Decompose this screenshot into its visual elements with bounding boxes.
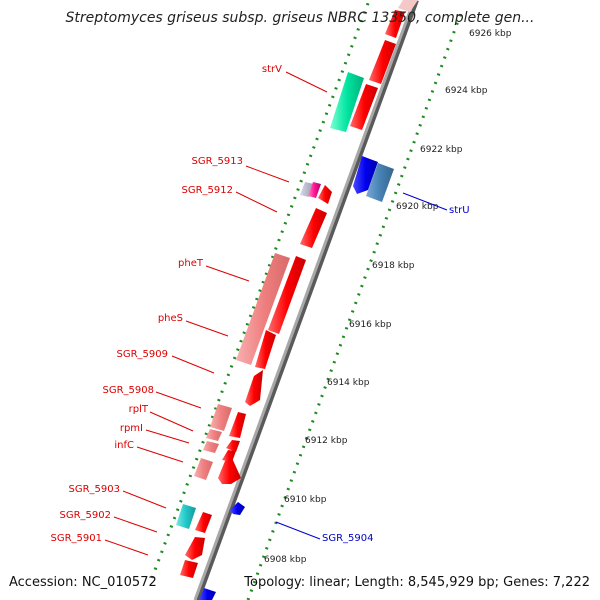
tick-label: 6924 kbp [445, 86, 488, 96]
gene-arrow-cyan[interactable] [176, 504, 196, 529]
tick-label: 6914 kbp [327, 378, 370, 388]
gene-arrows-pink [194, 253, 290, 480]
gene-label[interactable]: pheS [158, 313, 183, 324]
gene-arrow[interactable] [245, 370, 263, 406]
gene-arrow[interactable] [236, 253, 290, 365]
gene-arrow[interactable] [194, 458, 213, 480]
gene-label[interactable]: SGR_5904 [322, 533, 374, 544]
gene-arrow[interactable] [229, 412, 246, 438]
tick-label: 6922 kbp [420, 145, 463, 155]
gene-label[interactable]: pheT [178, 258, 204, 269]
dotted-track-outer-left [150, 0, 371, 579]
gene-label[interactable]: strV [262, 64, 282, 75]
dotted-track-right [246, 9, 464, 600]
gene-label[interactable]: rpmI [120, 423, 143, 434]
gene-arrow[interactable] [385, 10, 405, 38]
gene-label[interactable]: rplT [129, 404, 149, 415]
gene-arrow-reverse[interactable] [366, 163, 394, 202]
tick-label: 6910 kbp [284, 495, 327, 505]
gene-arrows-forward [180, 0, 418, 578]
gene-arrow[interactable] [318, 185, 332, 204]
gene-arrow[interactable] [255, 330, 276, 369]
tick-labels: 6908 kbp 6910 kbp 6912 kbp 6914 kbp 6916… [264, 29, 512, 565]
gene-arrow[interactable] [350, 84, 378, 130]
tick-label: 6908 kbp [264, 555, 307, 565]
gene-label[interactable]: SGR_5913 [192, 156, 244, 167]
tick-label: 6916 kbp [349, 320, 392, 330]
gene-label[interactable]: SGR_5912 [182, 185, 234, 196]
gene-arrow[interactable] [206, 429, 222, 441]
gene-arrow-reverse[interactable] [353, 156, 378, 194]
gene-label[interactable]: SGR_5901 [51, 533, 103, 544]
gene-arrow[interactable] [226, 440, 240, 452]
topology-text: Topology: linear; Length: 8,545,929 bp; … [244, 575, 590, 590]
gene-arrow[interactable] [300, 208, 327, 248]
leader-line-blue [402, 192, 448, 211]
gene-arrow-reverse[interactable] [230, 502, 245, 515]
gene-arrow[interactable] [222, 450, 236, 462]
gene-label[interactable]: strU [449, 205, 470, 216]
gene-label[interactable]: SGR_5908 [103, 385, 155, 396]
gene-arrow-grey[interactable] [300, 182, 314, 197]
tick-label: 6920 kbp [396, 202, 439, 212]
tick-label: 6918 kbp [372, 261, 415, 271]
gene-arrow[interactable] [398, 0, 418, 12]
leader-lines-red [104, 71, 328, 556]
gene-arrow-green[interactable] [330, 72, 364, 132]
gene-label[interactable]: SGR_5903 [69, 484, 121, 495]
gene-arrow[interactable] [180, 560, 198, 578]
gene-arrow[interactable] [369, 40, 396, 84]
tick-label: 6912 kbp [305, 436, 348, 446]
page-title: Streptomyces griseus subsp. griseus NBRC… [65, 10, 535, 26]
gene-label[interactable]: SGR_5902 [60, 510, 112, 521]
gene-arrow[interactable] [218, 458, 241, 484]
gene-label[interactable]: SGR_5909 [117, 349, 169, 360]
gene-label[interactable]: infC [114, 440, 134, 451]
gene-labels-red: strV SGR_5913 SGR_5912 pheT pheS SGR_590… [51, 64, 283, 544]
gene-arrow-reverse[interactable] [199, 588, 216, 600]
gene-labels-blue: strU SGR_5904 [322, 205, 470, 544]
gene-arrow[interactable] [185, 537, 205, 560]
gene-arrow[interactable] [268, 256, 306, 334]
gene-arrow[interactable] [195, 512, 212, 533]
accession-text: Accession: NC_010572 [9, 575, 157, 590]
genome-axis [193, 0, 416, 600]
leader-line-blue [275, 521, 321, 540]
gene-arrow-magenta[interactable] [308, 182, 321, 198]
gene-arrow[interactable] [210, 404, 232, 431]
tick-label: 6926 kbp [469, 29, 512, 39]
gene-arrow[interactable] [203, 441, 219, 453]
axis-shadow [194, 0, 419, 600]
